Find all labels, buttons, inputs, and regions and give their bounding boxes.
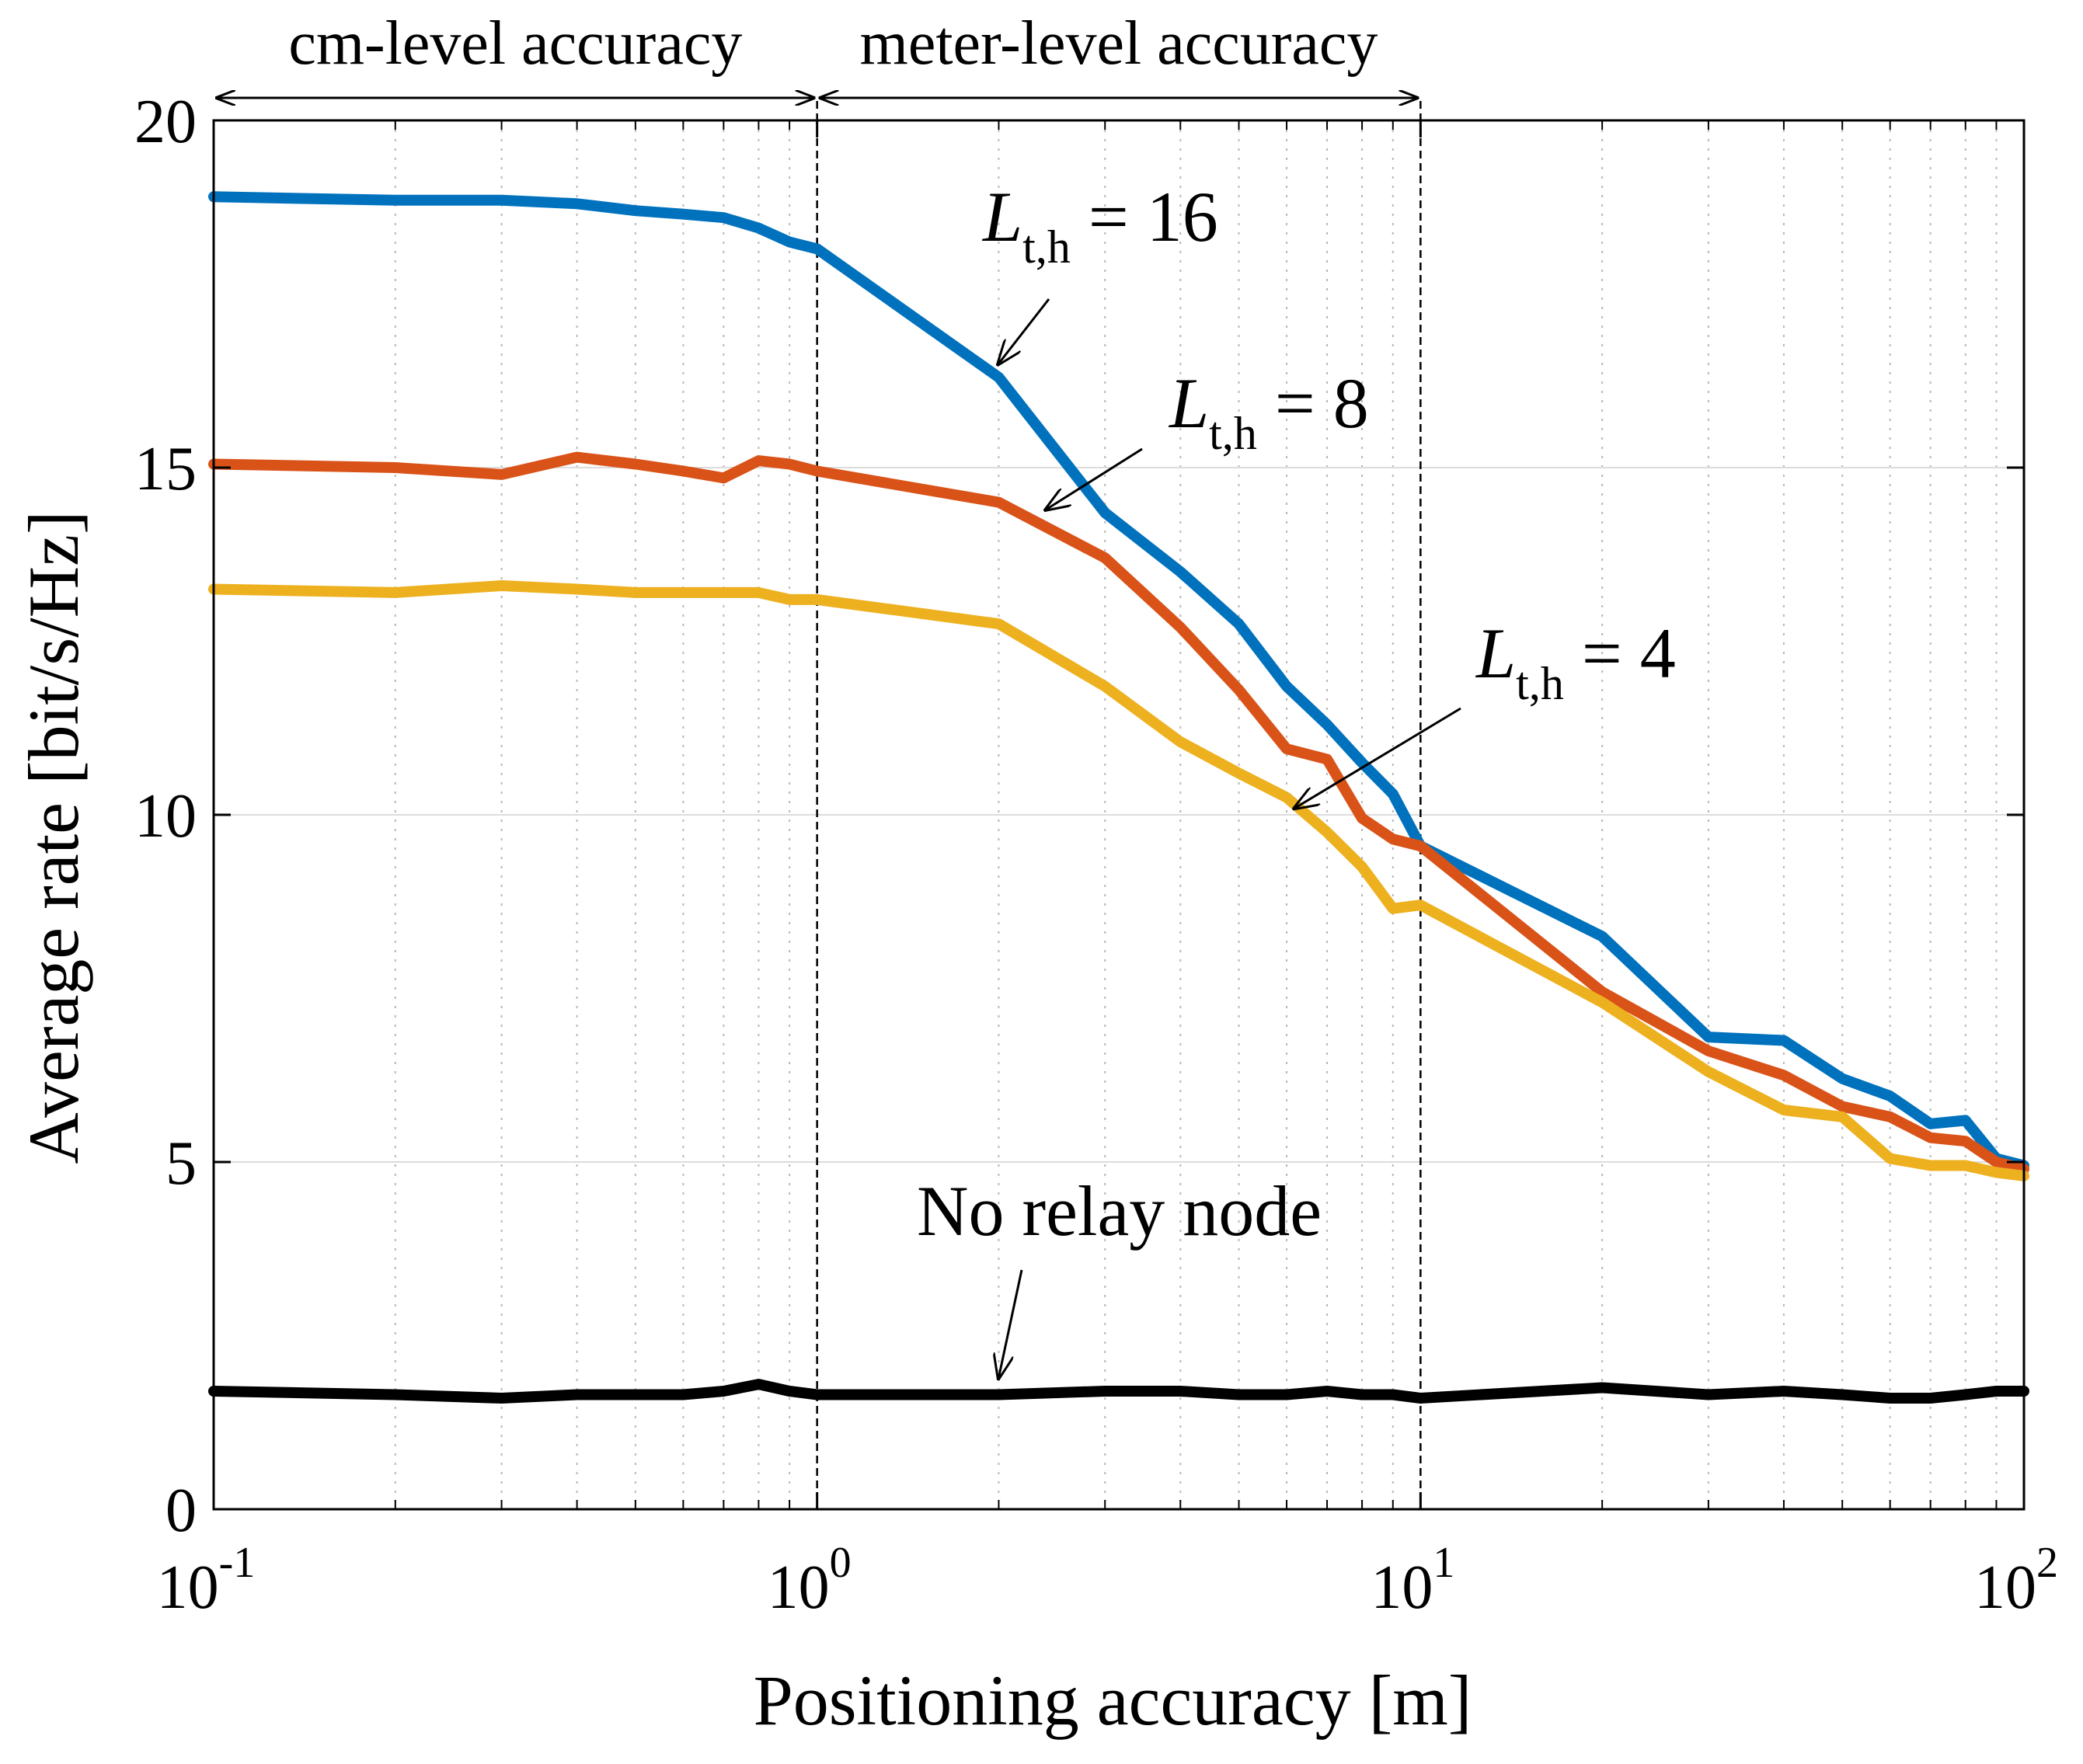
- series-line-0: [208, 191, 2029, 1171]
- x-tick-label: 101: [1371, 1539, 1454, 1622]
- x-tick-label: 10-1: [157, 1539, 256, 1622]
- y-axis-label: Average rate [bit/s/Hz]: [14, 510, 93, 1164]
- annotation-value: = 4: [1564, 614, 1676, 693]
- x-tick-base: 10: [1974, 1554, 2036, 1622]
- annotation-label: Lt,h = 4: [1475, 614, 1676, 709]
- annotation-arrow: [1047, 447, 1143, 510]
- x-tick-base: 10: [768, 1554, 830, 1622]
- annotation-label: Lt,h = 8: [1168, 364, 1369, 459]
- annotation-arrow: [1295, 707, 1461, 808]
- x-tick-exponent: 0: [830, 1539, 852, 1587]
- annotation-symbol: L: [1475, 614, 1516, 693]
- y-tick-label: 10: [134, 782, 197, 851]
- y-tick-label: 20: [134, 88, 197, 156]
- grid: [214, 120, 2024, 1509]
- y-tick-label: 5: [165, 1129, 197, 1198]
- annotation-label: Lt,h = 16: [981, 177, 1218, 273]
- x-tick-exponent: -1: [219, 1539, 256, 1587]
- x-tick-base: 10: [1371, 1554, 1433, 1622]
- x-tick-label: 102: [1974, 1539, 2058, 1622]
- annotation-subscript: t,h: [1022, 221, 1071, 273]
- accuracy-regions: cm-level accuracy meter-level accuracy: [217, 9, 1422, 1509]
- annotation-value: = 16: [1071, 177, 1218, 256]
- y-tick-label: 0: [165, 1477, 197, 1545]
- y-tick-label: 15: [134, 435, 197, 503]
- series-group: [208, 191, 2029, 1404]
- region-label: cm-level accuracy: [288, 9, 742, 78]
- annotation-label: No relay node: [917, 1171, 1322, 1251]
- annotation-value: = 8: [1257, 364, 1369, 443]
- region-label: meter-level accuracy: [860, 9, 1378, 78]
- annotation-arrow: [998, 1269, 1023, 1377]
- series-line-1: [208, 451, 2029, 1174]
- x-tick-exponent: 1: [1433, 1539, 1454, 1587]
- x-tick-base: 10: [157, 1554, 219, 1622]
- series-line-3: [208, 1379, 2029, 1404]
- annotation-subscript: t,h: [1209, 408, 1257, 459]
- annotation-symbol: L: [1168, 364, 1209, 443]
- annotation-symbol: L: [981, 177, 1022, 256]
- annotation-arrow: [998, 298, 1050, 364]
- annotation-subscript: t,h: [1516, 658, 1564, 709]
- x-tick-label: 100: [768, 1539, 852, 1622]
- series-line-2: [208, 580, 2029, 1181]
- x-axis-label: Positioning accuracy [m]: [754, 1661, 1472, 1740]
- x-tick-exponent: 2: [2036, 1539, 2058, 1587]
